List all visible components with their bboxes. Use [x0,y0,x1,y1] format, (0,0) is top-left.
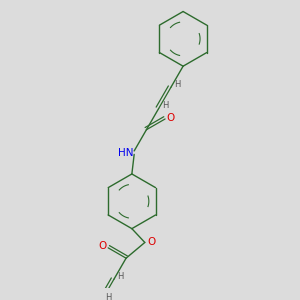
Text: O: O [167,112,175,122]
Text: O: O [98,241,106,250]
Text: O: O [147,238,155,248]
Text: H: H [174,80,180,89]
Text: H: H [105,293,111,300]
Text: H: H [117,272,123,281]
Text: HN: HN [118,148,133,158]
Text: H: H [162,101,168,110]
